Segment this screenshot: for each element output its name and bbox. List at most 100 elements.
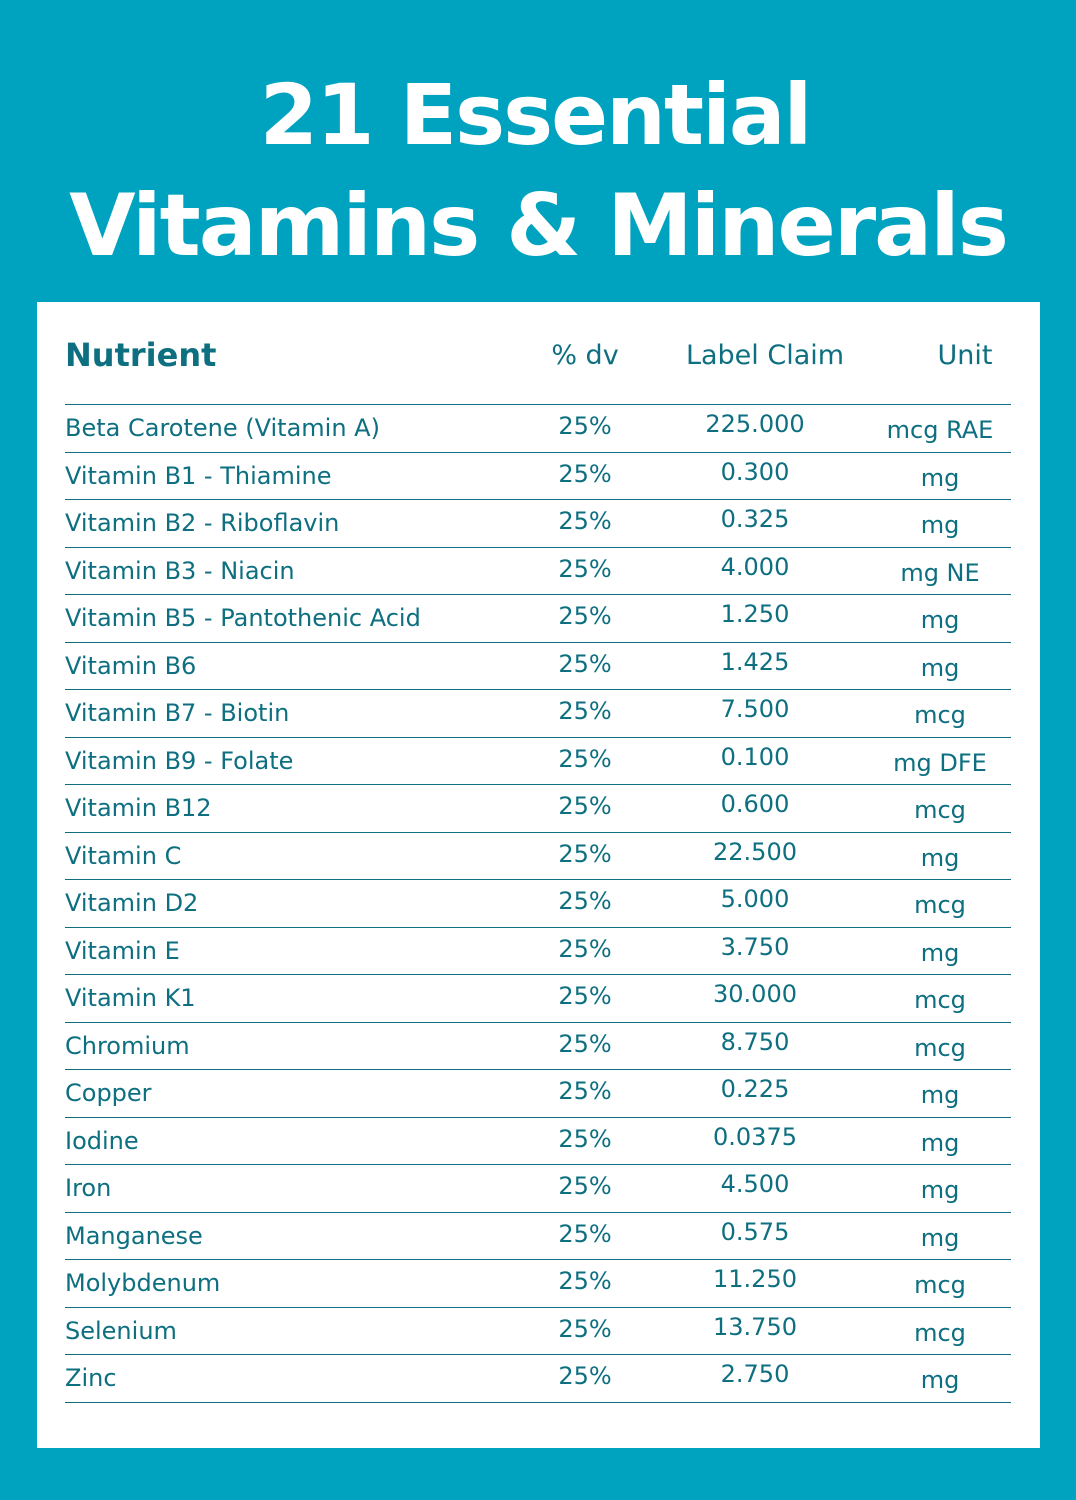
table-row: Vitamin D2 25% 5.000 mcg [65, 880, 1011, 928]
unit: mg NE [900, 558, 980, 587]
label-claim: 30.000 [713, 980, 797, 1008]
daily-value: 25% [558, 1314, 612, 1343]
unit: mg [920, 606, 960, 634]
daily-value: 25% [558, 982, 612, 1010]
label-claim: 225.000 [705, 410, 805, 438]
table-row: Iodine 25% 0.0375 mg [65, 1118, 1011, 1165]
daily-value: 25% [558, 792, 612, 820]
daily-value: 25% [558, 1124, 612, 1153]
unit: mg [920, 843, 960, 872]
nutrient-name: Vitamin D2 [65, 889, 199, 917]
label-claim: 0.0375 [713, 1122, 797, 1151]
unit: mg [920, 1176, 960, 1204]
daily-value: 25% [558, 1029, 612, 1058]
daily-value: 25% [558, 507, 612, 535]
table-row: Vitamin E 25% 3.750 mg [65, 928, 1011, 975]
table-row: Beta Carotene (Vitamin A) 25% 225.000 mcg R… [65, 405, 1011, 453]
label-claim: 13.750 [713, 1312, 797, 1341]
nutrient-name: Manganese [65, 1221, 203, 1250]
header-nutrient: Nutrient [65, 336, 217, 374]
nutrient-name: Vitamin B1 - Thiamine [65, 461, 332, 490]
nutrient-name: Selenium [65, 1316, 177, 1345]
label-claim: 0.600 [720, 790, 790, 818]
nutrient-name: Beta Carotene (Vitamin A) [65, 414, 380, 442]
title-line-2: Vitamins & Minerals [69, 176, 1009, 276]
label-claim: 0.325 [720, 505, 790, 533]
daily-value: 25% [558, 934, 612, 963]
unit: mg [920, 938, 960, 967]
nutrient-name: Zinc [65, 1364, 117, 1392]
unit: mcg [914, 986, 966, 1014]
label-claim: 3.750 [720, 932, 790, 961]
table-row: Vitamin B9 - Folate 25% 0.100 mg DFE [65, 738, 1011, 785]
daily-value: 25% [558, 459, 612, 488]
daily-value: 25% [558, 697, 612, 725]
table-body: Beta Carotene (Vitamin A) 25% 225.000 mcg R… [65, 404, 1011, 1403]
unit: mg [920, 511, 960, 539]
unit: mg [920, 1223, 960, 1252]
table-row: Vitamin B6 25% 1.425 mg [65, 643, 1011, 690]
table-row: Selenium 25% 13.750 mcg [65, 1308, 1011, 1355]
nutrient-name: Vitamin B2 - Riboflavin [65, 509, 340, 537]
table-row: Vitamin B5 - Pantothenic Acid 25% 1.250 mg [65, 595, 1011, 643]
table-row: Copper 25% 0.225 mg [65, 1070, 1011, 1118]
daily-value: 25% [558, 1267, 612, 1295]
nutrient-name: Iodine [65, 1126, 139, 1155]
label-claim: 22.500 [713, 837, 797, 866]
table-row: Chromium 25% 8.750 mcg [65, 1023, 1011, 1070]
nutrient-name: Vitamin B5 - Pantothenic Acid [65, 604, 421, 632]
daily-value: 25% [558, 412, 612, 440]
label-claim: 0.225 [720, 1075, 790, 1103]
unit: mcg [914, 1318, 966, 1347]
label-claim: 7.500 [720, 695, 790, 723]
header-label-claim: Label Claim [685, 340, 845, 371]
unit: mg [920, 463, 960, 492]
table-row: Iron 25% 4.500 mg [65, 1165, 1011, 1213]
daily-value: 25% [558, 839, 612, 868]
daily-value: 25% [558, 744, 612, 773]
nutrient-name: Iron [65, 1174, 112, 1202]
table-row: Vitamin B3 - Niacin 25% 4.000 mg NE [65, 548, 1011, 595]
unit: mg [920, 1366, 960, 1394]
nutrient-name: Vitamin B6 [65, 651, 197, 680]
label-claim: 4.000 [720, 552, 790, 581]
label-claim: 1.250 [720, 600, 790, 628]
unit: mg [920, 1081, 960, 1109]
daily-value: 25% [558, 602, 612, 630]
label-claim: 5.000 [720, 885, 790, 913]
daily-value: 25% [558, 1077, 612, 1105]
unit: mg DFE [893, 748, 987, 777]
daily-value: 25% [558, 887, 612, 915]
daily-value: 25% [558, 649, 612, 678]
label-claim: 8.750 [720, 1027, 790, 1056]
table-header: Nutrient % dv Label Claim Unit [65, 322, 1011, 404]
table-row: Vitamin B7 - Biotin 25% 7.500 mcg [65, 690, 1011, 738]
nutrient-table-card: Nutrient % dv Label Claim Unit Beta Caro… [37, 302, 1040, 1448]
page-title: 21 Essential Vitamins & Minerals [0, 60, 1076, 282]
table-row: Manganese 25% 0.575 mg [65, 1213, 1011, 1260]
label-claim: 2.750 [720, 1360, 790, 1388]
unit: mcg [914, 1271, 966, 1299]
nutrient-name: Vitamin E [65, 936, 180, 965]
table-row: Vitamin C 25% 22.500 mg [65, 833, 1011, 880]
daily-value: 25% [558, 1362, 612, 1390]
unit: mcg [914, 891, 966, 919]
label-claim: 0.300 [720, 457, 790, 486]
nutrient-name: Vitamin B7 - Biotin [65, 699, 290, 727]
unit: mg [920, 1128, 960, 1157]
label-claim: 11.250 [713, 1265, 797, 1293]
nutrient-name: Molybdenum [65, 1269, 221, 1297]
table-row: Zinc 25% 2.750 mg [65, 1355, 1011, 1403]
unit: mcg [914, 701, 966, 729]
table-row: Molybdenum 25% 11.250 mcg [65, 1260, 1011, 1308]
daily-value: 25% [558, 554, 612, 583]
unit: mcg RAE [886, 416, 994, 444]
label-claim: 0.575 [720, 1217, 790, 1246]
daily-value: 25% [558, 1219, 612, 1248]
nutrient-name: Chromium [65, 1031, 190, 1060]
label-claim: 4.500 [720, 1170, 790, 1198]
label-claim: 1.425 [720, 647, 790, 676]
nutrient-name: Copper [65, 1079, 152, 1107]
nutrient-name: Vitamin B3 - Niacin [65, 556, 295, 585]
table-row: Vitamin B2 - Riboflavin 25% 0.325 mg [65, 500, 1011, 548]
